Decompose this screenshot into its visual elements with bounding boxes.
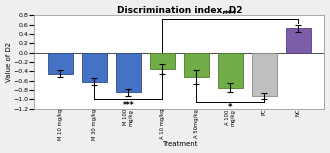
X-axis label: Treatment: Treatment bbox=[162, 141, 197, 147]
Title: Discrimination index, D2: Discrimination index, D2 bbox=[116, 6, 242, 15]
Bar bbox=[218, 53, 243, 88]
Bar bbox=[286, 28, 311, 53]
Bar bbox=[115, 53, 141, 92]
Bar bbox=[252, 53, 277, 96]
Bar bbox=[82, 53, 107, 82]
Bar bbox=[48, 53, 73, 74]
Text: ***: *** bbox=[122, 101, 134, 110]
Text: ***: *** bbox=[224, 10, 237, 19]
Bar bbox=[183, 53, 209, 77]
Text: *: * bbox=[228, 103, 233, 112]
Bar bbox=[149, 53, 175, 69]
Y-axis label: Value of D2: Value of D2 bbox=[6, 42, 12, 82]
